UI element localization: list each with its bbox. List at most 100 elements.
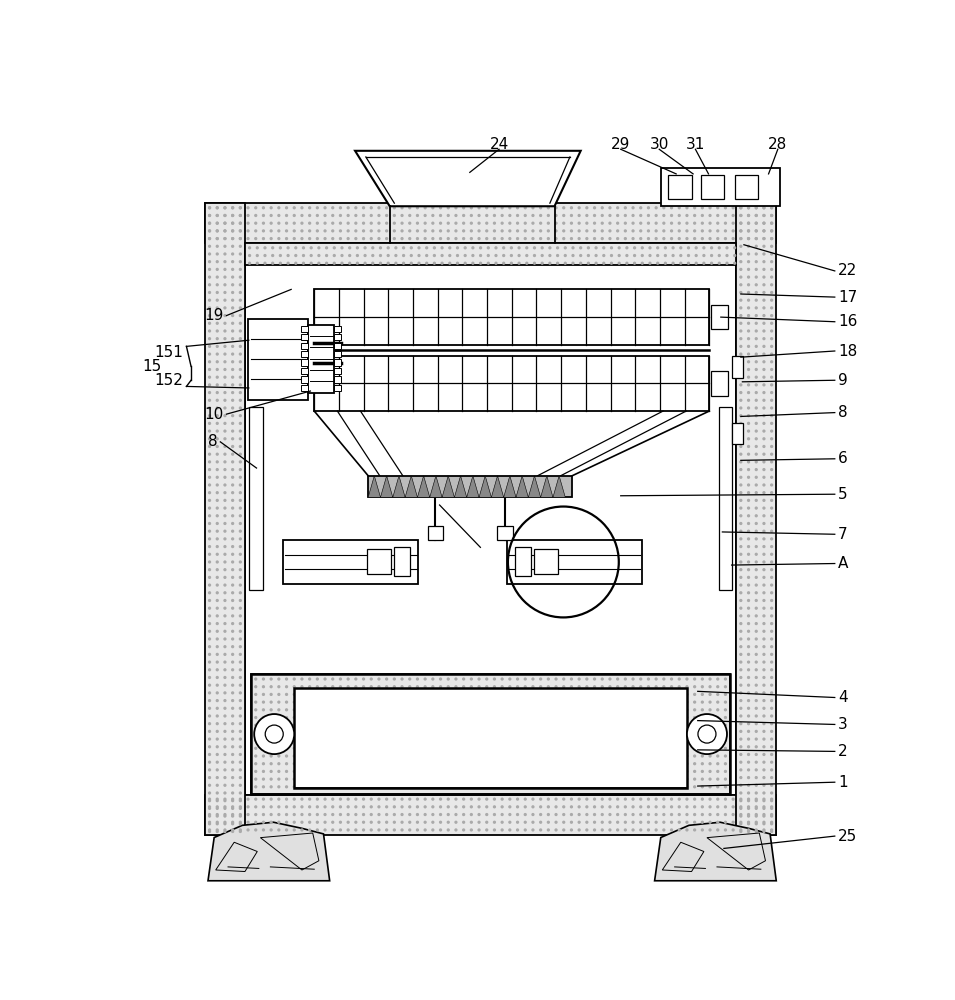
Circle shape (688, 255, 690, 256)
Circle shape (540, 763, 541, 765)
Circle shape (678, 806, 680, 808)
Circle shape (555, 829, 557, 831)
Circle shape (570, 755, 572, 757)
Circle shape (217, 730, 218, 732)
Circle shape (771, 469, 773, 471)
Circle shape (771, 292, 773, 293)
Circle shape (763, 215, 765, 216)
Circle shape (517, 778, 519, 780)
Circle shape (517, 678, 519, 680)
Circle shape (303, 247, 305, 249)
Circle shape (340, 717, 341, 718)
Circle shape (763, 677, 765, 678)
Circle shape (519, 262, 520, 264)
Circle shape (578, 717, 580, 718)
Circle shape (464, 262, 466, 264)
Circle shape (609, 207, 611, 209)
Circle shape (640, 732, 642, 734)
Circle shape (217, 238, 218, 240)
Circle shape (602, 222, 604, 224)
Circle shape (318, 262, 320, 264)
Circle shape (439, 732, 441, 734)
Circle shape (270, 678, 272, 680)
Circle shape (602, 786, 604, 788)
Circle shape (594, 806, 596, 808)
Circle shape (670, 821, 672, 823)
Circle shape (670, 701, 672, 703)
Circle shape (740, 384, 742, 386)
Circle shape (270, 686, 272, 688)
Circle shape (386, 709, 388, 711)
Circle shape (293, 207, 295, 209)
Circle shape (594, 778, 596, 780)
Circle shape (710, 814, 711, 815)
Circle shape (771, 476, 773, 478)
Circle shape (602, 701, 604, 703)
Circle shape (486, 786, 488, 788)
Circle shape (609, 740, 611, 742)
Circle shape (717, 222, 719, 224)
Circle shape (540, 678, 541, 680)
Circle shape (740, 723, 742, 725)
Circle shape (208, 284, 210, 286)
Circle shape (401, 806, 403, 808)
Circle shape (416, 693, 418, 695)
Circle shape (224, 207, 226, 209)
Circle shape (771, 499, 773, 501)
Circle shape (594, 701, 596, 703)
Circle shape (355, 207, 357, 209)
Bar (334, 368, 341, 374)
Circle shape (663, 747, 665, 749)
Circle shape (224, 230, 226, 232)
Circle shape (240, 484, 242, 486)
Circle shape (386, 678, 388, 680)
Circle shape (232, 754, 234, 755)
Circle shape (208, 292, 210, 293)
Circle shape (725, 829, 727, 831)
Circle shape (501, 709, 503, 711)
Circle shape (471, 740, 473, 742)
Circle shape (602, 755, 604, 757)
Text: A: A (838, 556, 848, 571)
Circle shape (232, 823, 234, 825)
Circle shape (755, 561, 757, 563)
Circle shape (547, 709, 549, 711)
Circle shape (771, 253, 773, 255)
Circle shape (363, 222, 365, 224)
Circle shape (610, 262, 612, 264)
Circle shape (424, 238, 426, 240)
Circle shape (456, 255, 458, 256)
Circle shape (718, 247, 720, 249)
Circle shape (632, 770, 634, 772)
Circle shape (232, 430, 234, 432)
Circle shape (308, 778, 310, 780)
Circle shape (748, 222, 750, 224)
Circle shape (763, 738, 765, 740)
Circle shape (501, 678, 503, 680)
Circle shape (316, 686, 318, 688)
Circle shape (363, 230, 365, 232)
Bar (734, 175, 757, 199)
Circle shape (517, 829, 519, 831)
Circle shape (208, 715, 210, 717)
Circle shape (255, 709, 257, 711)
Circle shape (748, 207, 750, 209)
Circle shape (463, 829, 464, 831)
Circle shape (755, 821, 757, 823)
Circle shape (208, 476, 210, 478)
Circle shape (740, 338, 742, 340)
Circle shape (547, 798, 549, 800)
Circle shape (217, 515, 218, 517)
Circle shape (663, 732, 665, 734)
Circle shape (455, 717, 456, 718)
Circle shape (763, 245, 765, 247)
Circle shape (771, 630, 773, 632)
Circle shape (278, 207, 280, 209)
Circle shape (348, 678, 350, 680)
Circle shape (393, 763, 395, 765)
Circle shape (586, 814, 587, 815)
Circle shape (401, 709, 403, 711)
Circle shape (293, 821, 295, 823)
Circle shape (255, 238, 257, 240)
Circle shape (316, 747, 318, 749)
